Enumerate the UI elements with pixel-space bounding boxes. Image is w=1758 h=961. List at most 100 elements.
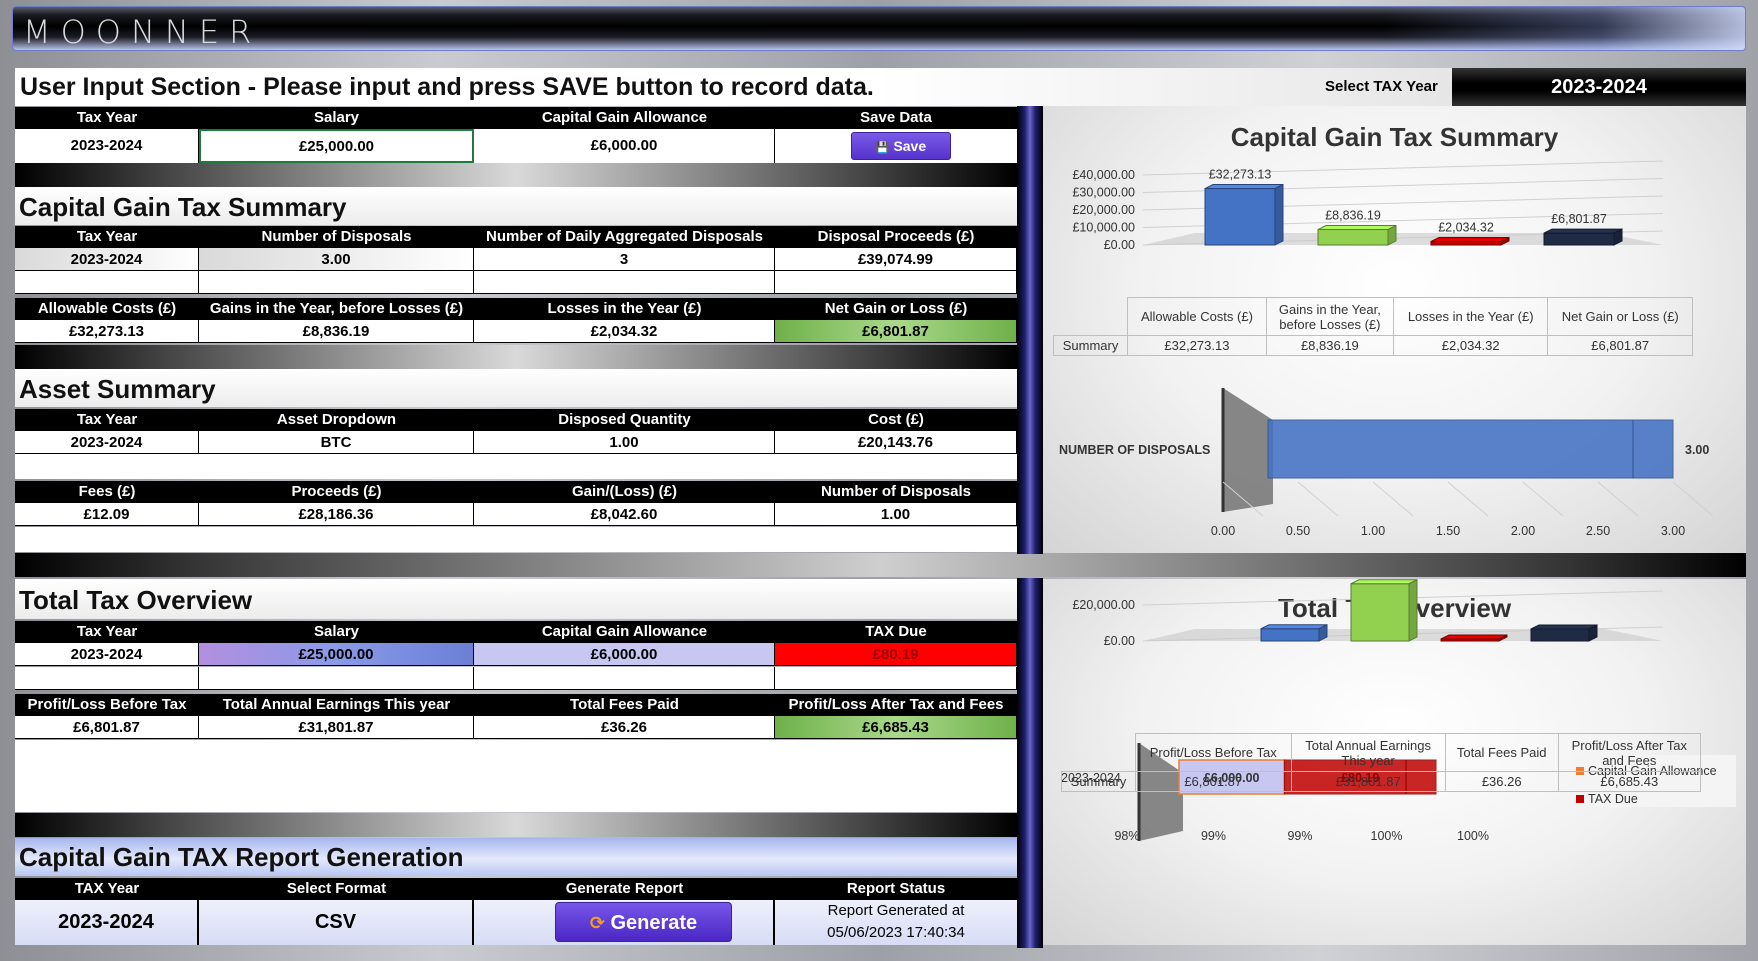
table-header-cell: Net Gain or Loss (£) (1547, 297, 1693, 336)
table-header-cell: Losses in the Year (£) (1392, 297, 1549, 336)
header-net-gain-loss: Net Gain or Loss (£) (824, 300, 968, 317)
bar-side (1408, 579, 1418, 642)
total-tax-year-value: 2023-2024 (15, 643, 199, 666)
gridline (1672, 481, 1714, 517)
table-row-label: Summary (1061, 771, 1136, 792)
table-header-line: Profit/Loss Before Tax (1149, 745, 1277, 760)
y-tick-label: £0.00 (1104, 238, 1135, 252)
gridline (1447, 481, 1489, 517)
x-tick-label: 99% (1201, 829, 1226, 843)
header-report-status: Report Status (846, 880, 946, 897)
header-total-annual-earnings: Total Annual Earnings This year (222, 696, 451, 713)
bar-side (1498, 634, 1508, 642)
header-allowable-costs: Allowable Costs (£) (37, 300, 177, 317)
table-header-cell: Total Annual Earnings This year (1290, 733, 1446, 772)
cgt-chart-data-table: Allowable Costs (£) Gains in the Year, bef… (1052, 297, 1693, 356)
header-disposal-proceeds: Disposal Proceeds (£) (817, 228, 975, 245)
allowable-costs-value: £32,273.13 (15, 320, 199, 343)
y-tick-label: £0.00 (1104, 634, 1135, 648)
header-total-fees: Total Fees Paid (570, 696, 679, 713)
x-tick-label: 3.00 (1661, 524, 1685, 538)
asset-tax-year-value: 2023-2024 (15, 431, 199, 454)
generate-cell: ⟳ Generate (474, 900, 775, 945)
table-header-line: and Fees (1602, 752, 1657, 768)
bar-top (1350, 579, 1418, 585)
asset-dropdown[interactable]: BTC (199, 431, 474, 454)
cgt-summary-header-row-2: Allowable Costs (£) Gains in the Year, b… (15, 298, 1017, 320)
profit-before-tax-value: £6,801.87 (15, 716, 199, 739)
user-input-title: User Input Section - Please input and pr… (20, 73, 874, 101)
bar-top (1260, 624, 1328, 630)
empty-cell (474, 667, 775, 690)
x-tick-label: 0.50 (1286, 524, 1310, 538)
y-tick-label: £30,000.00 (1072, 186, 1135, 200)
report-title: Capital Gain TAX Report Generation (19, 842, 464, 872)
y-tick-label: £20,000.00 (1072, 203, 1135, 217)
header-tax-year: Tax Year (76, 411, 138, 428)
x-tick-label: 100% (1371, 829, 1403, 843)
proceeds-value: £28,186.36 (199, 503, 474, 526)
header-capital-gain-allowance: Capital Gain Allowance (541, 623, 708, 640)
save-icon: 💾 (875, 142, 890, 154)
header-tax-due: TAX Due (865, 623, 927, 640)
empty-row (15, 454, 1017, 479)
empty-cell (199, 667, 474, 690)
y-tick-label: £10,000.00 (1072, 221, 1135, 235)
header-daily-aggregated: Number of Daily Aggregated Disposals (485, 228, 763, 245)
header-gain-loss: Gain/(Loss) (£) (571, 483, 677, 500)
bar-side (1387, 224, 1397, 246)
header-tax-year: Tax Year (76, 228, 138, 245)
cgt-chart-panel: Capital Gain Tax Summary £0.00 £10,000.00… (1043, 106, 1746, 553)
report-status-timestamp: 05/06/2023 17:40:34 (827, 924, 965, 941)
report-status: Report Generated at 05/06/2023 17:40:34 (775, 900, 1017, 945)
user-input-header-row: Tax Year Salary Capital Gain Allowance S… (15, 107, 1017, 129)
asset-summary-title: Asset Summary (15, 369, 1017, 407)
salary-input[interactable]: £25,000.00 (199, 129, 474, 163)
format-select[interactable]: CSV (199, 900, 474, 945)
bar-top (1440, 634, 1508, 640)
header-tax-year: TAX Year (74, 880, 140, 897)
save-button[interactable]: 💾 Save (851, 132, 951, 160)
table-value-cell: £6,801.87 (1547, 335, 1693, 356)
header-number-of-disposals: Number of Disposals (261, 228, 412, 245)
app-title-bar: MOONNER (12, 6, 1746, 51)
save-button-label: Save (893, 138, 927, 154)
user-input-value-row: 2023-2024 £25,000.00 £6,000.00 💾 Save (15, 129, 1017, 163)
refresh-icon: ⟳ (589, 913, 605, 933)
divider-band (15, 163, 1017, 187)
allowance-input[interactable]: £6,000.00 (474, 129, 775, 163)
x-tick-label: 1.50 (1436, 524, 1460, 538)
tax-year-selector[interactable]: 2023-2024 (1452, 68, 1746, 106)
legend-swatch (1576, 795, 1584, 803)
tax-chart-panel: Total Tax Overview £0.00£20,000.00£40,00… (1043, 579, 1746, 945)
table-header-cell: Profit/Loss Before Tax (1134, 733, 1292, 772)
cgt-tax-year-value: 2023-2024 (15, 248, 199, 271)
cgt-chart-title: Capital Gain Tax Summary (1230, 122, 1559, 152)
empty-cell (15, 667, 199, 690)
app-logo: MOONNER (23, 13, 262, 51)
generate-button[interactable]: ⟳ Generate (555, 902, 732, 942)
chart-back-wall (1223, 388, 1273, 512)
disposed-quantity-value: 1.00 (474, 431, 775, 454)
asset-summary-header-row-1: Tax Year Asset Dropdown Disposed Quantit… (15, 409, 1017, 431)
empty-cell (474, 271, 775, 294)
table-value-cell: £2,034.32 (1392, 335, 1549, 356)
report-value-row: 2023-2024 CSV ⟳ Generate Report Generate… (15, 900, 1017, 945)
table-value-cell: £31,801.87 (1290, 771, 1446, 792)
asset-summary-header-row-2: Fees (£) Proceeds (£) Gain/(Loss) (£) Nu… (15, 481, 1017, 503)
bar (1430, 240, 1502, 246)
divider-band-full (15, 553, 1746, 577)
total-tax-header-row-2: Profit/Loss Before Tax Total Annual Earn… (15, 694, 1017, 716)
selected-tax-year: 2023-2024 (1551, 76, 1647, 98)
bar-top (1530, 624, 1598, 630)
y-tick-label: £20,000.00 (1072, 598, 1135, 612)
legend-label: TAX Due (1588, 792, 1638, 806)
header-save-data: Save Data (860, 109, 932, 126)
total-tax-title: Total Tax Overview (15, 579, 1017, 619)
cgt-disposal-proceeds-value: £39,074.99 (775, 248, 1017, 271)
table-corner (1062, 734, 1136, 772)
vertical-divider (1017, 578, 1043, 948)
asset-cost-value: £20,143.76 (775, 431, 1017, 454)
table-header-cell: Profit/Loss After Tax and Fees (1557, 733, 1702, 772)
bar-top (1543, 228, 1623, 234)
